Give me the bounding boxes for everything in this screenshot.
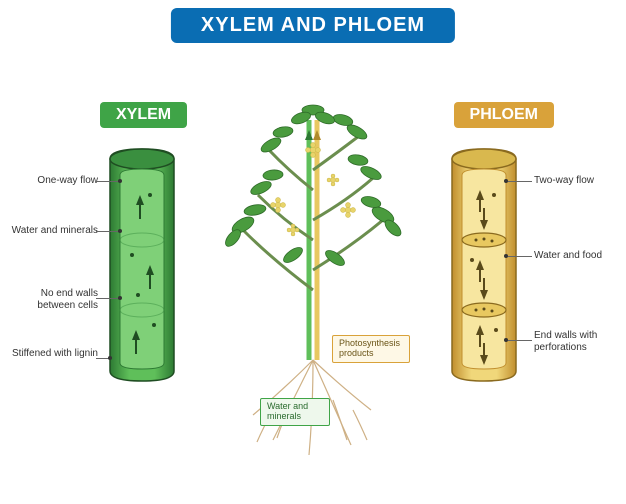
leader — [96, 181, 120, 182]
xylem-label: XYLEM — [100, 102, 187, 128]
leader-dot — [504, 179, 508, 183]
phloem-feature-2: End walls with perforations — [534, 330, 624, 354]
leader-dot — [504, 254, 508, 258]
leader — [96, 298, 120, 299]
leader — [96, 231, 120, 232]
phloem-label: PHLOEM — [454, 102, 554, 128]
xylem-feature-2: No end walls between cells — [8, 288, 98, 312]
leader-dot — [118, 296, 122, 300]
phloem-feature-0: Two-way flow — [534, 175, 624, 187]
leader-dot — [108, 356, 112, 360]
xylem-feature-1: Water and minerals — [8, 225, 98, 237]
leader-dot — [504, 338, 508, 342]
leader — [508, 340, 532, 341]
diagram-title: XYLEM AND PHLOEM — [171, 8, 455, 43]
leader-dot — [118, 179, 122, 183]
phloem-feature-1: Water and food — [534, 250, 624, 262]
leader — [508, 256, 532, 257]
xylem-feature-3: Stiffened with lignin — [8, 348, 98, 360]
leader-dot — [118, 229, 122, 233]
leader — [508, 181, 532, 182]
xylem-feature-0: One-way flow — [8, 175, 98, 187]
callout-water-minerals: Water and minerals — [260, 398, 330, 426]
callout-photosynthesis: Photosynthesis products — [332, 335, 410, 363]
